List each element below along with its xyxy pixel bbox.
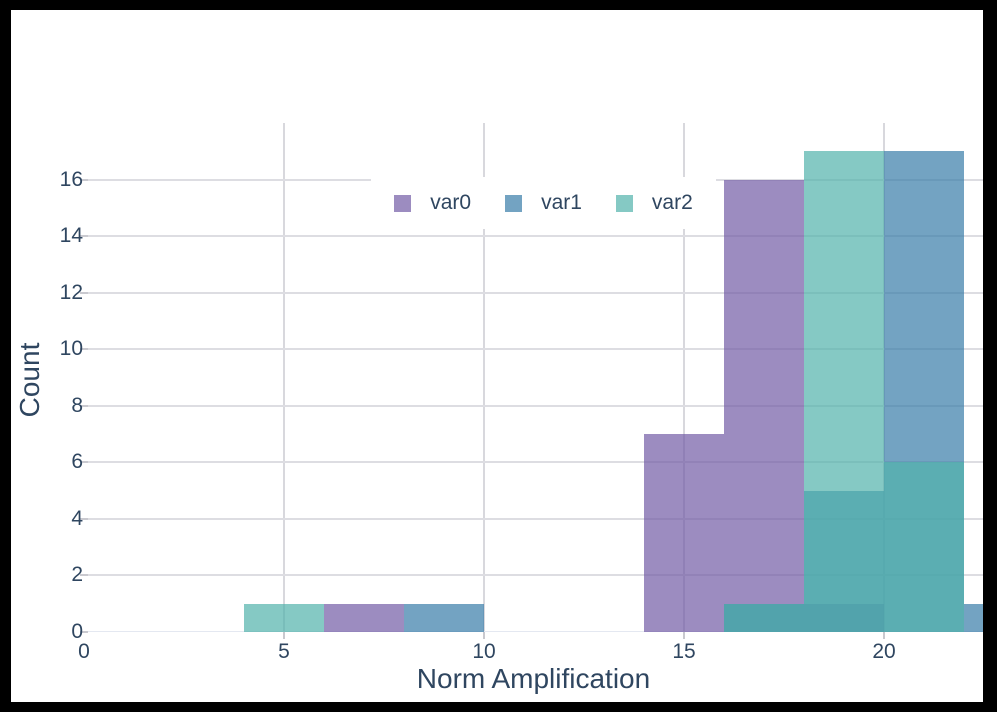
legend: var0 var1 var2 bbox=[371, 177, 716, 229]
bar-var2-4-6 bbox=[244, 603, 324, 632]
x-tick-label: 15 bbox=[672, 640, 696, 663]
y-tick-label: 4 bbox=[71, 506, 83, 530]
legend-swatch-var1 bbox=[505, 194, 523, 212]
plot-area bbox=[84, 123, 983, 632]
gridline-x-10 bbox=[483, 123, 485, 632]
x-tick-label: 0 bbox=[78, 640, 90, 663]
bar-var2-20-22 bbox=[884, 462, 964, 632]
gridline-y-6 bbox=[87, 461, 983, 464]
x-axis-line bbox=[84, 631, 983, 632]
legend-swatch-var0 bbox=[394, 194, 412, 212]
gridline-y-4 bbox=[87, 517, 983, 520]
y-tick-mark bbox=[80, 461, 88, 464]
legend-item-var2: var2 bbox=[615, 191, 693, 215]
bar-var0-16-18 bbox=[724, 179, 804, 632]
x-tick-label: 10 bbox=[472, 640, 496, 663]
y-tick-label: 16 bbox=[59, 167, 83, 191]
bar-var1-22-24 bbox=[964, 603, 983, 632]
y-tick-label: 0 bbox=[71, 620, 83, 643]
legend-label-var0: var0 bbox=[430, 191, 472, 214]
gridline-x-5 bbox=[283, 123, 285, 632]
y-tick-label: 14 bbox=[59, 224, 83, 248]
y-tick-label: 6 bbox=[71, 450, 83, 474]
bar-var0-6-8 bbox=[324, 603, 404, 632]
y-tick-mark bbox=[80, 178, 88, 181]
y-tick-mark bbox=[80, 517, 88, 520]
legend-swatch-var2 bbox=[615, 194, 633, 212]
bar-var2-18-20 bbox=[804, 151, 884, 632]
x-tick-mark bbox=[483, 632, 485, 639]
y-tick-mark bbox=[80, 404, 88, 407]
x-tick-mark bbox=[883, 632, 885, 639]
gridline-y-8 bbox=[87, 404, 983, 407]
y-tick-label: 12 bbox=[59, 280, 83, 304]
gridline-y-14 bbox=[87, 235, 983, 238]
x-tick-label: 5 bbox=[278, 640, 290, 663]
x-tick-label: 20 bbox=[872, 640, 896, 663]
legend-label-var1: var1 bbox=[541, 191, 582, 214]
bar-var2-16-18 bbox=[724, 603, 804, 632]
x-tick-mark bbox=[283, 632, 285, 639]
y-tick-mark bbox=[80, 291, 88, 294]
y-tick-mark bbox=[80, 631, 88, 633]
y-tick-label: 10 bbox=[59, 337, 83, 361]
legend-item-var1: var1 bbox=[505, 191, 582, 215]
gridline-y-10 bbox=[87, 348, 983, 351]
y-tick-mark bbox=[80, 574, 88, 577]
legend-item-var0: var0 bbox=[394, 191, 471, 215]
gridline-y-2 bbox=[87, 574, 983, 577]
gridline-x-15 bbox=[683, 123, 685, 632]
x-tick-mark bbox=[683, 632, 685, 639]
bar-var1-8-10 bbox=[404, 603, 484, 632]
bar-var0-14-16 bbox=[644, 434, 724, 632]
y-tick-mark bbox=[80, 348, 88, 351]
x-axis-label: Norm Amplification bbox=[416, 663, 651, 694]
legend-label-var2: var2 bbox=[651, 191, 693, 214]
gridline-y-12 bbox=[87, 291, 983, 294]
y-tick-mark bbox=[80, 235, 88, 238]
y-tick-label: 2 bbox=[71, 563, 83, 587]
y-tick-label: 8 bbox=[71, 393, 83, 417]
